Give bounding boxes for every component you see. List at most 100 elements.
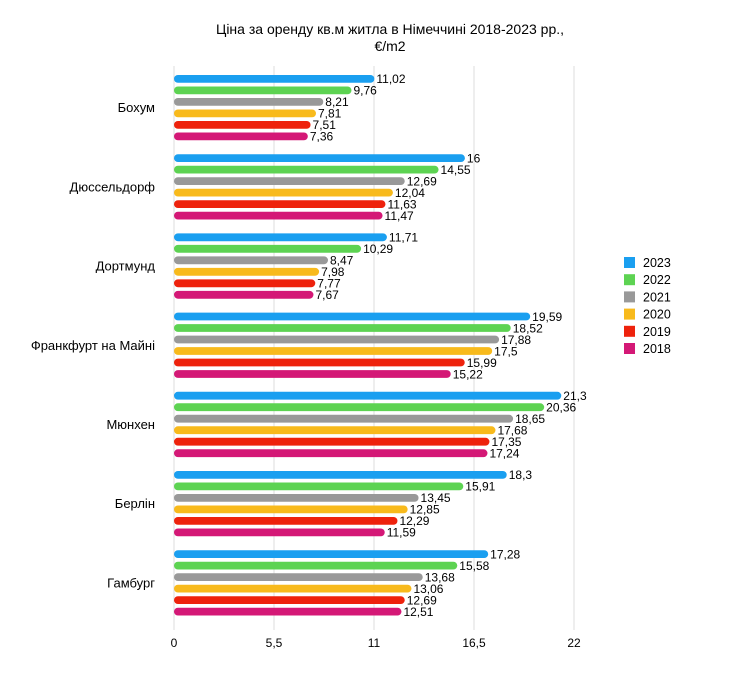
category-label: Берлін bbox=[115, 496, 155, 511]
bar-2022 bbox=[174, 561, 458, 570]
x-tick-label: 22 bbox=[567, 636, 581, 650]
legend-label: 2020 bbox=[643, 308, 671, 322]
bar-2018 bbox=[174, 528, 385, 537]
data-label: 12,29 bbox=[399, 514, 429, 528]
bar-2018 bbox=[174, 132, 308, 141]
data-label: 7,36 bbox=[310, 130, 334, 144]
category-label: Гамбург bbox=[107, 575, 155, 590]
bar-2019 bbox=[174, 121, 311, 129]
legend-swatch-2022 bbox=[624, 274, 635, 286]
legend-swatch-2020 bbox=[624, 308, 635, 320]
data-label: 16 bbox=[467, 151, 481, 165]
data-label: 13,68 bbox=[425, 570, 455, 584]
chart-subtitle: €/m2 bbox=[374, 38, 406, 54]
data-label: 10,29 bbox=[363, 242, 393, 256]
data-label: 15,22 bbox=[453, 367, 483, 381]
chart-title: Ціна за оренду кв.м житла в Німеччині 20… bbox=[215, 21, 565, 37]
bar-2019 bbox=[174, 596, 405, 604]
bar-2023 bbox=[174, 391, 562, 400]
category-label: Бохум bbox=[118, 100, 155, 115]
bar-2019 bbox=[174, 279, 316, 288]
legend-label: 2022 bbox=[643, 273, 671, 287]
bar-2023 bbox=[174, 75, 375, 83]
data-label: 11,47 bbox=[385, 209, 414, 223]
category-label: Дюссельдорф bbox=[70, 179, 156, 194]
category-label: Мюнхен bbox=[106, 417, 155, 432]
bar-2021 bbox=[174, 256, 328, 265]
data-label: 12,04 bbox=[395, 186, 425, 200]
legend-swatch-2021 bbox=[624, 291, 635, 303]
bar-2022 bbox=[174, 244, 362, 253]
bar-2023 bbox=[174, 471, 507, 479]
data-label: 7,77 bbox=[317, 277, 341, 291]
data-label: 7,51 bbox=[313, 118, 337, 132]
bar-2020 bbox=[174, 267, 320, 276]
x-tick-label: 5,5 bbox=[266, 636, 283, 650]
bar-2022 bbox=[174, 482, 464, 491]
data-label: 18,52 bbox=[513, 321, 543, 335]
data-label: 17,35 bbox=[491, 435, 521, 449]
bar-2020 bbox=[174, 188, 393, 197]
bar-2023 bbox=[174, 233, 387, 242]
bar-2018 bbox=[174, 607, 402, 616]
bar-2021 bbox=[174, 335, 500, 344]
bar-2020 bbox=[174, 347, 493, 355]
legend-label: 2021 bbox=[643, 290, 671, 304]
bar-2022 bbox=[174, 403, 545, 412]
data-label: 8,47 bbox=[330, 254, 354, 268]
data-label: 17,28 bbox=[490, 547, 520, 561]
bar-2019 bbox=[174, 358, 465, 367]
bar-2023 bbox=[174, 550, 489, 558]
data-label: 11,59 bbox=[387, 526, 416, 540]
data-label: 7,81 bbox=[318, 107, 342, 121]
data-label: 12,85 bbox=[410, 503, 440, 517]
bar-2019 bbox=[174, 517, 398, 525]
data-label: 19,59 bbox=[532, 310, 562, 324]
bar-2021 bbox=[174, 494, 419, 502]
bar-2018 bbox=[174, 211, 383, 220]
legend-swatch-2023 bbox=[624, 257, 635, 268]
bar-2018 bbox=[174, 290, 314, 299]
data-label: 13,06 bbox=[413, 582, 443, 596]
bar-2021 bbox=[174, 177, 405, 185]
data-label: 17,5 bbox=[494, 344, 518, 358]
data-label: 13,45 bbox=[421, 491, 451, 505]
x-tick-label: 11 bbox=[368, 636, 381, 650]
bar-2020 bbox=[174, 584, 412, 593]
bar-2020 bbox=[174, 505, 408, 514]
data-label: 7,67 bbox=[315, 288, 339, 302]
data-label: 15,58 bbox=[459, 559, 489, 573]
category-label: Франкфурт на Майні bbox=[31, 338, 155, 353]
bar-2018 bbox=[174, 370, 451, 378]
data-label: 14,55 bbox=[441, 163, 471, 177]
bar-2021 bbox=[174, 414, 514, 423]
data-label: 15,91 bbox=[465, 480, 495, 494]
data-label: 12,51 bbox=[403, 605, 433, 619]
bar-2019 bbox=[174, 200, 386, 208]
data-label: 11,02 bbox=[376, 72, 405, 86]
data-label: 12,69 bbox=[407, 174, 437, 188]
x-tick-label: 0 bbox=[171, 636, 178, 650]
data-label: 12,69 bbox=[407, 593, 437, 607]
x-tick-label: 16,5 bbox=[462, 636, 486, 650]
bar-2023 bbox=[174, 312, 531, 321]
data-label: 9,76 bbox=[353, 84, 377, 98]
legend-swatch-2019 bbox=[624, 325, 635, 337]
data-label: 17,88 bbox=[501, 333, 531, 347]
bar-2021 bbox=[174, 98, 324, 106]
data-label: 18,65 bbox=[515, 412, 545, 426]
bar-2020 bbox=[174, 426, 496, 435]
legend-swatch-2018 bbox=[624, 343, 635, 354]
bar-2022 bbox=[174, 165, 439, 174]
data-label: 15,99 bbox=[467, 356, 497, 370]
data-label: 11,71 bbox=[389, 231, 418, 245]
data-label: 18,3 bbox=[509, 468, 533, 482]
legend-label: 2018 bbox=[643, 342, 671, 356]
data-label: 20,36 bbox=[546, 401, 576, 415]
bar-2020 bbox=[174, 109, 316, 118]
bar-2019 bbox=[174, 437, 490, 446]
category-label: Дортмунд bbox=[96, 259, 156, 274]
legend-label: 2023 bbox=[643, 256, 671, 270]
legend-label: 2019 bbox=[643, 325, 671, 339]
bar-2022 bbox=[174, 324, 511, 332]
